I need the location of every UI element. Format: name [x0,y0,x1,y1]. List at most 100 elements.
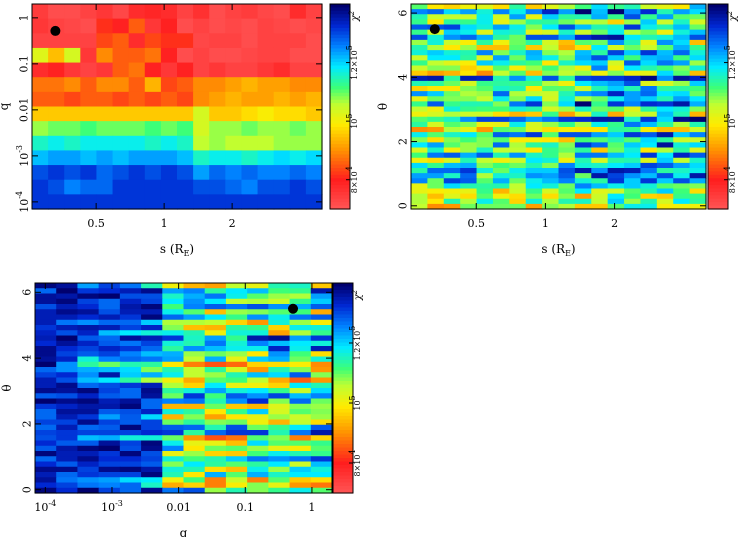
heatmap-cell [673,4,691,10]
heatmap-cell [204,325,227,331]
heatmap-cell [204,487,227,494]
heatmap-cell [673,91,691,97]
colorbar-segment [708,31,728,36]
heatmap-cell [144,91,162,108]
heatmap-cell [574,106,592,113]
heatmap-cell [492,157,510,164]
heatmap-cell [542,60,560,67]
heatmap-cell [673,116,691,123]
heatmap-cell [247,351,269,358]
heatmap-cell [247,340,269,347]
heatmap-cell [112,135,130,152]
heatmap-cell [268,424,291,431]
heatmap-cell [289,106,307,122]
heatmap-cell [558,116,576,123]
heatmap-cell [656,121,674,128]
heatmap-cell [310,288,333,295]
heatmap-cell [591,173,609,179]
heatmap-cell [289,356,312,363]
heatmap-cell [289,440,312,447]
heatmap-cell [492,60,510,67]
heatmap-cell [427,193,445,200]
heatmap-cell [56,461,79,468]
heatmap-cell [591,152,609,159]
colorbar-segment [708,17,728,22]
heatmap-cell [225,456,248,463]
heatmap-cell [492,178,510,184]
heatmap-cell [492,101,510,108]
heatmap-cell [98,314,121,321]
colorbar-segment [330,106,350,111]
heatmap-cell [56,346,79,352]
heatmap-cell [673,127,691,133]
heatmap-cell [119,304,142,310]
heatmap-cell [443,168,461,174]
heatmap-cell [525,75,543,82]
heatmap-cell [427,198,445,205]
heatmap-cell [607,96,625,102]
heatmap-cell [673,188,691,195]
heatmap-cell [160,4,178,20]
heatmap-cell [80,91,98,108]
heatmap-cell [591,111,609,118]
y-tick-label: 0.1 [18,55,31,73]
best-fit-marker [50,25,61,36]
heatmap-cell [656,198,674,205]
heatmap-cell [48,121,65,137]
heatmap-cell [673,157,691,164]
heatmap-cell [77,461,100,468]
heatmap-cell [268,325,291,331]
heatmap-cell [443,39,461,46]
colorbar-segment [330,79,350,84]
heatmap-cell [241,194,259,210]
heatmap-cell [525,137,543,143]
heatmap-cell [673,9,691,15]
heatmap-cell [689,86,707,92]
heatmap-cell [509,14,527,20]
heatmap-cell [460,80,478,87]
heatmap-cell [689,29,707,36]
heatmap-cell [509,193,527,200]
heatmap-cell [673,65,691,72]
heatmap-cell [525,80,543,87]
heatmap-cell [273,33,291,49]
heatmap-cell [177,62,194,78]
heatmap-cell [640,137,658,143]
heatmap-cell [427,96,445,102]
heatmap-cell [305,150,323,166]
heatmap-cell [225,477,248,484]
colorbar-segment [330,10,350,15]
heatmap-cell [77,367,100,373]
colorbar-segment [333,423,353,428]
heatmap-cell [624,183,642,190]
heatmap-cell [77,288,100,295]
colorbar-segment [330,92,350,97]
heatmap-cell [574,45,592,51]
plot-frame [410,3,707,210]
heatmap-cell [289,487,312,494]
heatmap-cell [310,466,333,473]
heatmap-cell [56,319,79,326]
heatmap-cell [310,388,333,394]
heatmap-cell [640,70,658,77]
heatmap-cell [607,203,625,210]
heatmap-cell [193,121,210,137]
heatmap-cell [80,135,98,152]
heatmap-cell [225,62,243,78]
heatmap-cell [128,150,146,166]
heatmap-cell [542,178,560,184]
heatmap-cell [624,4,642,10]
heatmap-cell [574,193,592,200]
best-fit-marker [429,24,440,35]
heatmap-cell [98,445,121,452]
heatmap-cell [310,335,333,342]
heatmap-cell [558,121,576,128]
heatmap-cell [35,304,57,310]
heatmap-cell [427,162,445,169]
heatmap-cell [247,424,269,431]
heatmap-cell [162,298,185,305]
heatmap-cell [162,424,185,431]
heatmap-cell [591,137,609,143]
heatmap-cell [673,86,691,92]
heatmap-cell [35,388,57,394]
